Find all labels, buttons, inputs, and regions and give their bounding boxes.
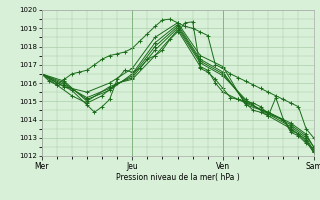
X-axis label: Pression niveau de la mer( hPa ): Pression niveau de la mer( hPa ): [116, 173, 239, 182]
